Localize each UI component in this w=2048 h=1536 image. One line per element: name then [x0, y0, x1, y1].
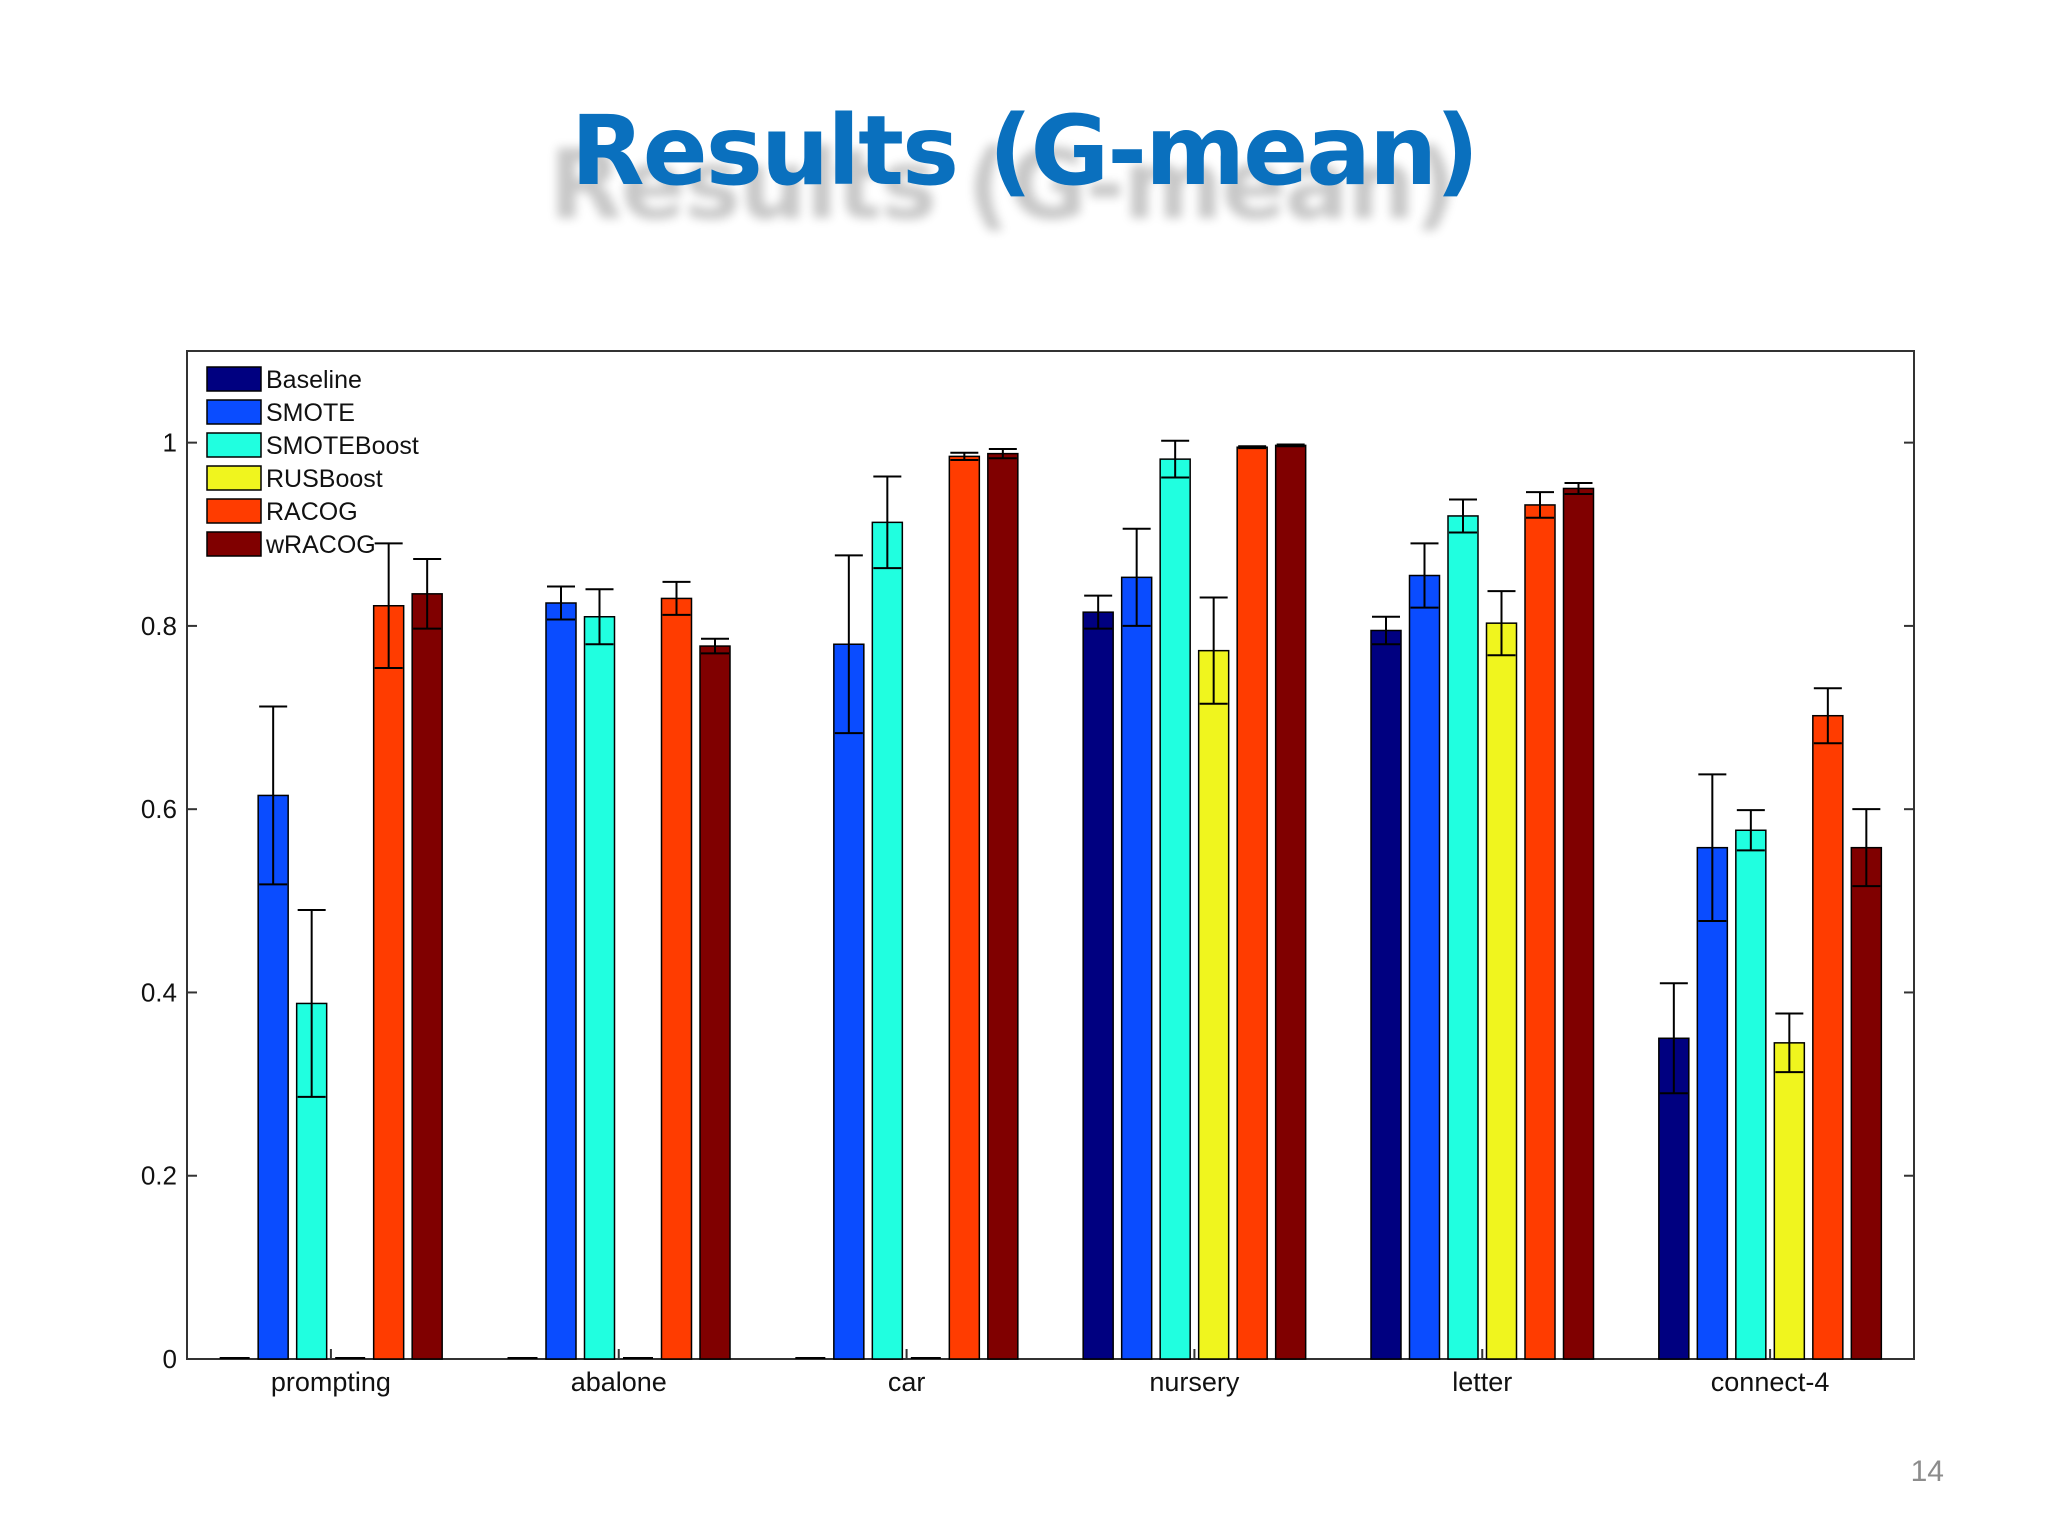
bar-smote-prompting [257, 794, 289, 1360]
slide-title: Results (G-mean) [570, 95, 1480, 207]
error-bars-group [259, 439, 1881, 1098]
legend-label-smoteboost: SMOTEBoost [266, 432, 419, 460]
bar-rusboost-connect-4 [1773, 1042, 1806, 1360]
bar-racog-car [948, 455, 981, 1360]
x-tick-label: connect-4 [1711, 1367, 1830, 1397]
bar-smoteboost-connect-4 [1735, 829, 1767, 1360]
bar-smote-nursery [1120, 576, 1153, 1360]
bar-wracog-nursery [1274, 444, 1307, 1360]
y-tick-label: 0 [163, 1344, 177, 1374]
y-axis: 0 0.2 0.4 0.6 0.8 1 [141, 428, 1914, 1374]
legend-swatch-rusboost [206, 465, 262, 491]
bar-rusboost-nursery [1197, 649, 1230, 1360]
legend-label-wracog: wRACOG [265, 531, 376, 559]
bar-wracog-prompting [411, 593, 443, 1360]
bar-rusboost-letter [1485, 622, 1518, 1360]
bar-smote-abalone [545, 602, 577, 1360]
legend-label-smote: SMOTE [266, 399, 355, 427]
plot-area [186, 350, 1915, 1360]
y-tick-label: 0.4 [141, 977, 177, 1007]
x-tick-label: nursery [1149, 1367, 1240, 1397]
legend-swatch-wracog [206, 531, 262, 557]
bar-smote-car [833, 643, 865, 1360]
bar-racog-abalone [660, 597, 693, 1360]
page-number: 14 [1910, 1455, 1944, 1488]
x-tick-label: letter [1452, 1367, 1512, 1397]
bar-wracog-letter [1562, 487, 1595, 1360]
bar-smoteboost-nursery [1159, 458, 1191, 1360]
legend-swatch-smote [206, 399, 262, 425]
bar-wracog-connect-4 [1850, 846, 1883, 1360]
y-tick-label: 0.6 [141, 794, 177, 824]
bar-baseline-nursery [1082, 611, 1114, 1360]
y-tick-label: 0.2 [141, 1161, 177, 1191]
legend-label-baseline: Baseline [266, 366, 362, 394]
bar-racog-connect-4 [1812, 714, 1844, 1360]
bar-wracog-car [987, 452, 1019, 1360]
y-tick-label: 1 [163, 428, 177, 458]
x-tick-label: prompting [271, 1367, 391, 1397]
legend-swatch-racog [206, 498, 262, 524]
bar-smoteboost-abalone [583, 615, 616, 1360]
x-tick-label: abalone [571, 1367, 667, 1397]
legend: Baseline SMOTE SMOTEBoost RUSBoost RACOG wRAC… [206, 366, 419, 559]
legend-swatch-baseline [206, 366, 262, 392]
legend-label-rusboost: RUSBoost [266, 465, 383, 493]
legend-swatch-smoteboost [206, 432, 262, 458]
bar-baseline-letter [1370, 629, 1402, 1360]
x-tick-label: car [888, 1367, 926, 1397]
bar-racog-nursery [1236, 446, 1268, 1360]
x-axis: prompting abalone car nursery letter connect-… [271, 1349, 1829, 1397]
bar-smoteboost-letter [1447, 515, 1479, 1360]
bar-wracog-abalone [699, 645, 731, 1360]
y-tick-label: 0.8 [141, 611, 177, 641]
bar-racog-letter [1524, 504, 1556, 1360]
bar-racog-prompting [372, 604, 405, 1360]
bar-smote-connect-4 [1696, 846, 1729, 1360]
bar-smoteboost-car [871, 521, 904, 1360]
bar-smote-letter [1408, 574, 1441, 1360]
legend-label-racog: RACOG [266, 498, 358, 526]
